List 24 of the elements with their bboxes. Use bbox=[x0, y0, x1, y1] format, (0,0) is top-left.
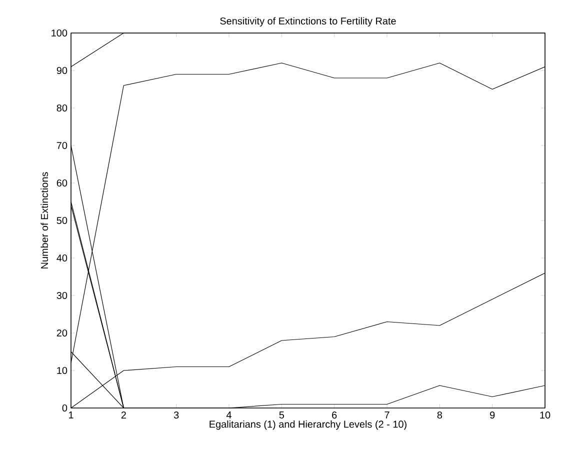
y-tick-label: 10 bbox=[57, 366, 68, 374]
y-tick-label: 30 bbox=[56, 292, 68, 300]
y-axis-title: Number of Extinctions bbox=[40, 172, 48, 268]
x-tick-label: 9 bbox=[490, 412, 495, 419]
x-tick-label: 4 bbox=[226, 412, 232, 418]
y-tick-label: 100 bbox=[52, 29, 68, 37]
x-tick-label: 7 bbox=[384, 412, 390, 418]
x-tick-label: 2 bbox=[121, 412, 126, 418]
y-tick-label: 90 bbox=[56, 66, 68, 74]
x-tick-label: 6 bbox=[332, 412, 337, 419]
y-tick-label: 50 bbox=[56, 216, 68, 224]
y-tick-label: 20 bbox=[56, 329, 68, 337]
x-tick-label: 3 bbox=[174, 412, 179, 419]
y-tick-label: 60 bbox=[56, 179, 68, 187]
y-tick-label: 80 bbox=[56, 104, 68, 112]
y-tick-label: 0 bbox=[62, 404, 68, 412]
x-tick-label: 1 bbox=[68, 412, 74, 418]
y-tick-label: 70 bbox=[56, 142, 68, 150]
y-tick-label: 40 bbox=[56, 254, 68, 262]
chart-title: Sensitivity of Extinctions to Fertility Rate bbox=[220, 17, 396, 26]
x-tick-label: 10 bbox=[540, 412, 550, 419]
x-tick-label: 5 bbox=[279, 412, 284, 418]
x-axis-title: Egalitarians (1) and Hierarchy Levels (2 - 10) bbox=[210, 420, 406, 430]
x-tick-label: 8 bbox=[437, 412, 442, 419]
